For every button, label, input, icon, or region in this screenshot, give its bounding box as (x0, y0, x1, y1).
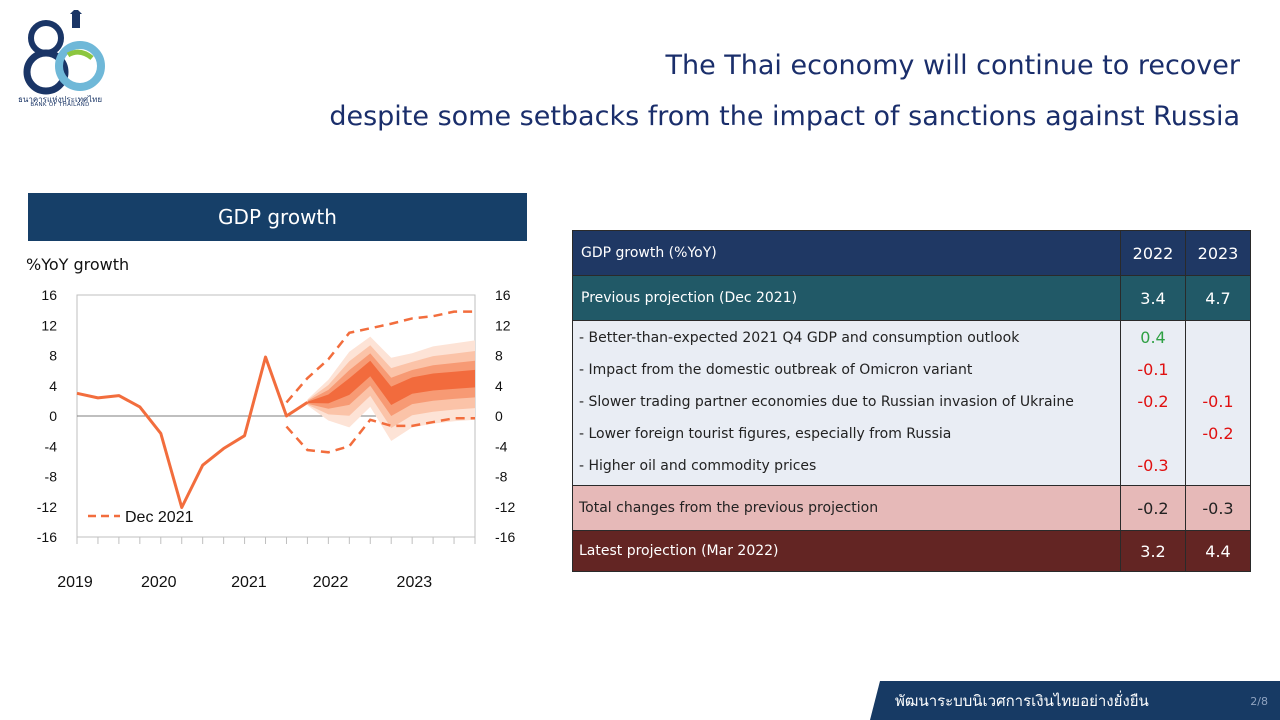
table-header-label: GDP growth (%YoY) (572, 230, 1121, 276)
page-number: 2/8 (1250, 695, 1268, 708)
adjustment-item-label: - Lower foreign tourist figures, especia… (579, 426, 952, 442)
fan-band (307, 360, 475, 405)
adjustment-item-label: - Slower trading partner economies due t… (579, 394, 1074, 410)
adjustment-value: -0.3 (1137, 456, 1169, 475)
y-tick-label-left: 0 (49, 408, 57, 424)
total-changes-row: Total changes from the previous projecti… (572, 485, 1251, 531)
y-tick-label-left: -16 (37, 529, 57, 545)
x-year-label: 2023 (397, 574, 433, 591)
footer-bar (870, 681, 1280, 720)
projection-table: GDP growth (%YoY) 2022 2023 Previous pro… (572, 230, 1251, 572)
total-changes-2023: -0.3 (1185, 485, 1251, 531)
fan-band (307, 353, 475, 417)
logo-name-english: BANK OF THAILAND (30, 102, 90, 108)
y-tick-label-right: 0 (495, 408, 503, 424)
y-tick-label-right: 4 (495, 378, 503, 394)
y-tick-label-right: -4 (495, 438, 508, 454)
previous-projection-label: Previous projection (Dec 2021) (572, 275, 1121, 321)
latest-projection-label: Latest projection (Mar 2022) (572, 530, 1121, 572)
latest-projection-2022: 3.2 (1120, 530, 1186, 572)
adjustment-value (1194, 359, 1242, 391)
adjustment-values-2023: -0.1 -0.2 (1185, 320, 1251, 486)
logo-name-thai: ธนาคารแห่งประเทศไทย (17, 95, 103, 104)
y-tick-label-left: 16 (41, 287, 57, 303)
adjustment-item-label: - Higher oil and commodity prices (579, 458, 817, 474)
chart-header: GDP growth (28, 193, 527, 241)
adjustment-value: -0.2 (1202, 424, 1234, 443)
chart-y-axis-label: %YoY growth (26, 255, 130, 274)
y-tick-label-left: -4 (45, 438, 58, 454)
adjustment-value: 0.4 (1140, 328, 1166, 347)
latest-projection-row: Latest projection (Mar 2022) 3.2 4.4 (572, 530, 1251, 572)
slide-title-line-1: The Thai economy will continue to recove… (665, 50, 1240, 81)
actual-gdp-line (76, 355, 309, 510)
adjustment-value: -0.1 (1137, 360, 1169, 379)
y-tick-label-right: -8 (495, 469, 508, 485)
y-tick-label-right: 12 (495, 317, 511, 333)
adjustment-items-row: - Better-than-expected 2021 Q4 GDP and c… (572, 320, 1251, 486)
latest-projection-2023: 4.4 (1185, 530, 1251, 572)
x-year-label: 2020 (141, 574, 177, 591)
y-tick-label-left: -8 (45, 469, 58, 485)
table-header-2022: 2022 (1120, 230, 1186, 276)
x-year-label: 2022 (313, 574, 349, 591)
adjustment-item-label: - Better-than-expected 2021 Q4 GDP and c… (579, 330, 1020, 346)
adjustment-item-label: - Impact from the domestic outbreak of O… (579, 362, 973, 378)
total-changes-label: Total changes from the previous projecti… (572, 485, 1121, 531)
y-tick-label-right: -12 (495, 499, 515, 515)
y-tick-label-right: 8 (495, 348, 503, 364)
adjustment-value (1194, 455, 1242, 479)
x-year-label: 2019 (57, 574, 93, 591)
y-tick-label-left: 4 (49, 378, 57, 394)
x-year-label: 2021 (231, 574, 267, 591)
legend-label: Dec 2021 (125, 509, 194, 526)
table-header-2023: 2023 (1185, 230, 1251, 276)
adjustment-value (1129, 423, 1177, 455)
bank-of-thailand-80-logo (23, 10, 105, 95)
previous-projection-2023: 4.7 (1185, 275, 1251, 321)
previous-projection-row: Previous projection (Dec 2021) 3.4 4.7 (572, 275, 1251, 321)
adjustment-value: -0.2 (1137, 392, 1169, 411)
y-tick-label-left: 12 (41, 317, 57, 333)
gdp-growth-chart: 16 16 12 12 8 8 4 4 0 0 -4 -4 -8 -8 -12 -12 -16 -16 2019 20… (37, 287, 516, 591)
table-header-row: GDP growth (%YoY) 2022 2023 (572, 230, 1251, 276)
adjustment-value (1194, 327, 1242, 359)
dec2021-upper-dashed-line (285, 310, 475, 404)
total-changes-2022: -0.2 (1120, 485, 1186, 531)
y-tick-label-right: -16 (495, 529, 515, 545)
adjustment-labels: - Better-than-expected 2021 Q4 GDP and c… (572, 320, 1121, 486)
adjustment-values-2022: 0.4 -0.1 -0.2 -0.3 (1120, 320, 1186, 486)
adjustment-value: -0.1 (1202, 392, 1234, 411)
y-tick-label-right: 16 (495, 287, 511, 303)
slide-title-line-2: despite some setbacks from the impact of… (329, 101, 1240, 132)
previous-projection-2022: 3.4 (1120, 275, 1186, 321)
slide-title: The Thai economy will continue to recove… (329, 40, 1240, 142)
y-tick-label-left: -12 (37, 499, 57, 515)
footer-tagline: พัฒนาระบบนิเวศการเงินไทยอย่างยั่งยืน (895, 692, 1149, 710)
y-tick-label-left: 8 (49, 348, 57, 364)
dec2021-lower-dashed-line (285, 417, 475, 454)
